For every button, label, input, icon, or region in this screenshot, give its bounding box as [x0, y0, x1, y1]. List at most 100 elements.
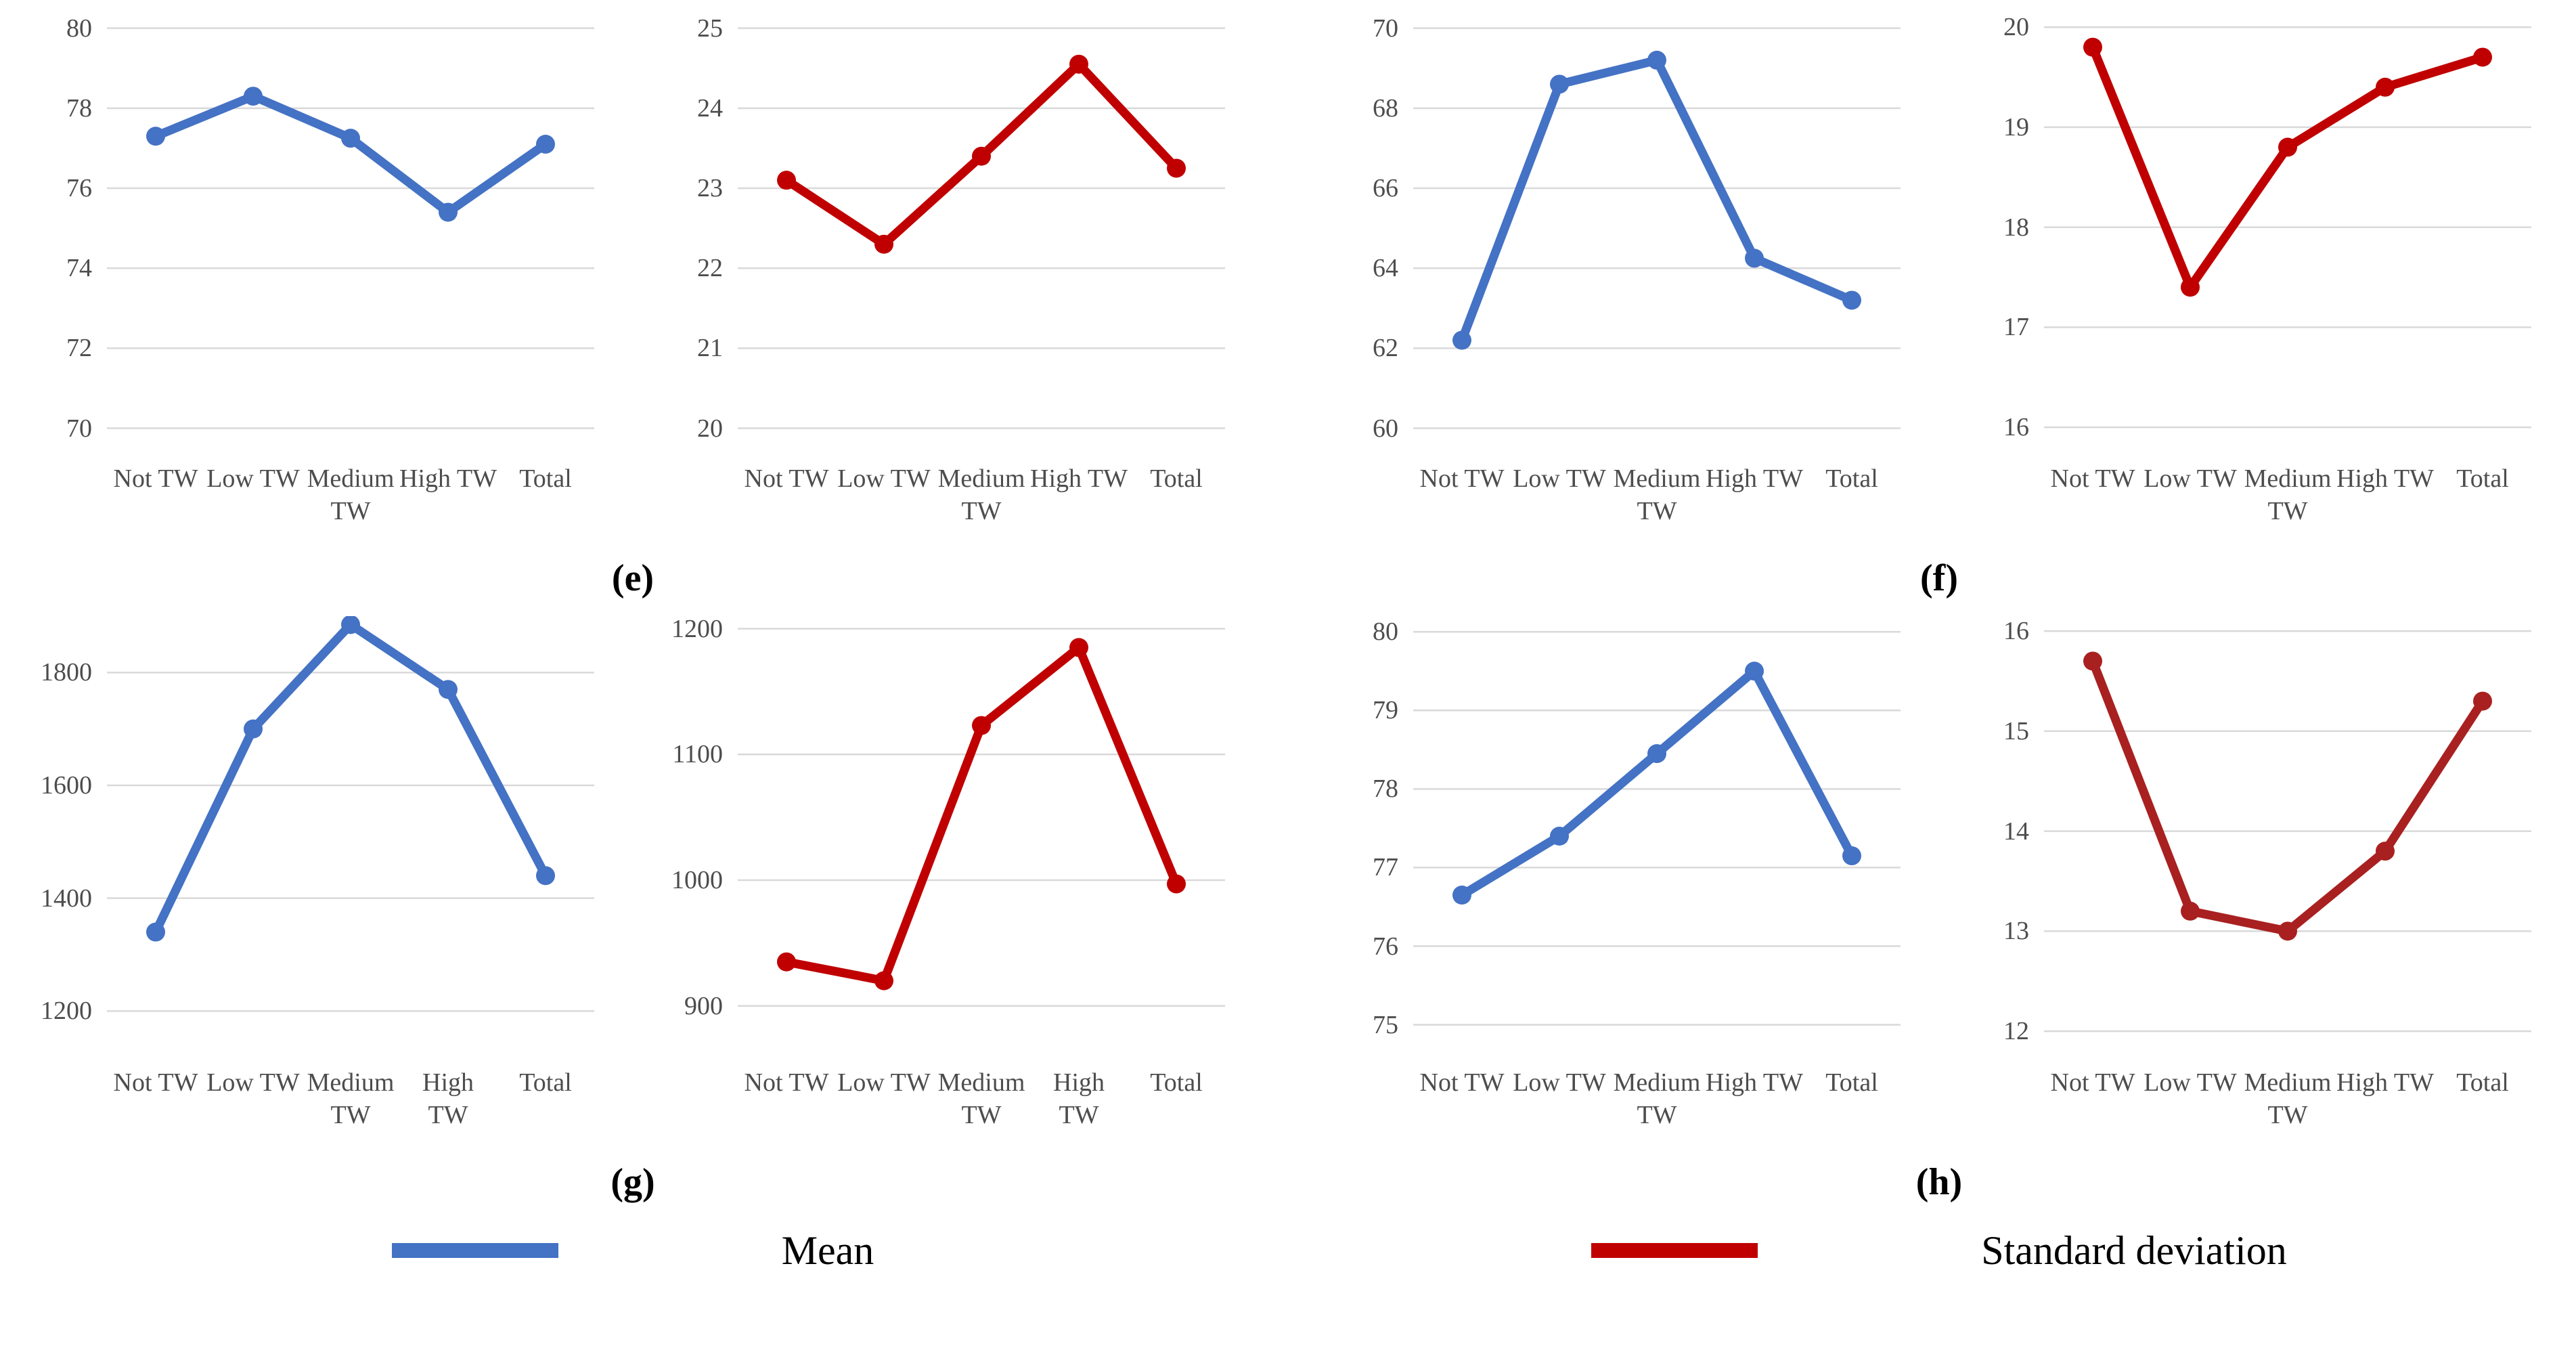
x-category-label: Low TW: [206, 464, 300, 493]
x-category-label: Total: [1150, 1068, 1203, 1097]
y-tick-label: 74: [66, 254, 92, 283]
y-tick-label: 80: [66, 14, 92, 43]
x-category-label: Total: [519, 1068, 572, 1097]
chart-row-e: 70 72 74 76 78 80 Not TW Low TW Medium TW High TW…: [0, 12, 1266, 547]
chart-f-mean: 60 62 64 66 68 70 Not TW Low TW Medium TW High TW…: [1312, 12, 1926, 547]
line-plot: [2044, 26, 2531, 429]
chart-e-sd: 20 21 22 23 24 25 Not TW Low TW Medium TW High TW…: [636, 12, 1251, 547]
data-point-marker: [874, 234, 893, 254]
panel-column-right: 60 62 64 66 68 70 Not TW Low TW Medium TW High TW…: [1306, 5, 2572, 1288]
data-point-marker: [439, 680, 458, 699]
data-point-marker: [2181, 278, 2200, 297]
y-axis: 75 76 77 78 79 80: [1312, 616, 1413, 1056]
x-category-label: Total: [2456, 464, 2509, 493]
y-tick-label: 16: [2003, 413, 2029, 442]
data-point-marker: [2278, 921, 2297, 941]
y-tick-label: 13: [2003, 917, 2029, 946]
x-category-label: Not TW: [1419, 1068, 1505, 1097]
data-line-f-sd: [2088, 43, 2487, 292]
line-plot: [738, 27, 1225, 429]
y-tick-label: 68: [1373, 93, 1398, 123]
y-axis: 70 72 74 76 78 80: [5, 12, 107, 452]
y-tick-label: 25: [697, 14, 723, 43]
y-tick-label: 78: [66, 93, 92, 123]
x-category-label: Medium TW: [937, 1068, 1025, 1129]
x-category-label: High TW: [2336, 464, 2434, 493]
caption-f: (f): [1920, 557, 1958, 599]
chart-h-mean: 75 76 77 78 79 80 Not TW Low TW Medium TW High TW…: [1312, 616, 1926, 1151]
y-tick-label: 23: [697, 174, 723, 202]
x-category-label: High TW: [1030, 464, 1128, 493]
chart-row-g: 1200 1400 1600 1800 Not TW Low TW Medium TW Hig…: [0, 615, 1266, 1151]
data-point-marker: [1842, 846, 1861, 866]
y-tick-label: 76: [66, 174, 92, 202]
caption-h: (h): [1915, 1161, 1963, 1203]
x-category-label: Not TW: [744, 1068, 829, 1097]
x-category-label: Low TW: [2144, 464, 2237, 493]
x-category-label: Low TW: [837, 1068, 931, 1097]
data-point-marker: [972, 716, 991, 735]
y-tick-label: 76: [1373, 932, 1398, 961]
y-tick-label: 17: [2003, 313, 2029, 342]
x-category-label: Total: [2456, 1068, 2509, 1097]
chart-e-mean: 70 72 74 76 78 80 Not TW Low TW Medium TW High TW…: [5, 12, 620, 547]
data-point-marker: [1647, 50, 1666, 70]
chart-h-sd: 12 13 14 15 16 Not TW Low TW Medium TW High TW To…: [1942, 616, 2557, 1151]
data-line-g-mean: [151, 620, 550, 937]
y-tick-label: 70: [1373, 14, 1398, 43]
data-point-marker: [1842, 290, 1861, 310]
x-axis-labels: Not TW Low TW Medium TW High TW Total: [2044, 1067, 2531, 1131]
x-category-label: Not TW: [744, 464, 829, 493]
x-category-label: Not TW: [113, 1068, 198, 1097]
data-point-marker: [1452, 330, 1471, 350]
data-point-marker: [2473, 691, 2492, 711]
data-line-h-mean: [1457, 666, 1857, 900]
y-tick-label: 22: [697, 254, 723, 283]
plot-area: Not TW Low TW Medium TW High TW Total: [2044, 616, 2531, 1151]
data-line-h-sd: [2088, 656, 2487, 936]
y-tick-label: 62: [1373, 334, 1398, 363]
line-plot: [107, 27, 594, 429]
y-tick-label: 80: [1373, 617, 1398, 647]
x-category-label: Medium TW: [307, 464, 395, 525]
y-tick-label: 12: [2003, 1017, 2029, 1046]
data-point-marker: [1550, 74, 1569, 94]
caption-e: (e): [611, 557, 654, 599]
plot-area: Not TW Low TW Medium TW High TW Total: [738, 616, 1225, 1151]
data-point-marker: [874, 971, 893, 991]
line-plot: [738, 628, 1225, 1007]
x-category-label: Not TW: [2050, 1068, 2135, 1097]
data-point-marker: [2278, 137, 2297, 157]
data-point-marker: [1167, 158, 1186, 178]
chart-g-sd: 900 1000 1100 1200 Not TW Low TW Medium TW High…: [636, 615, 1251, 1151]
data-point-marker: [1745, 661, 1764, 681]
plot-area: Not TW Low TW Medium TW High TW Total: [738, 12, 1225, 547]
y-tick-label: 66: [1373, 174, 1398, 202]
x-category-label: Medium TW: [2244, 1068, 2332, 1129]
y-tick-label: 79: [1373, 696, 1398, 725]
data-line-e-mean: [151, 91, 550, 217]
x-category-label: High TW: [2336, 1068, 2434, 1097]
x-axis-labels: Not TW Low TW Medium TW High TW Total: [107, 463, 594, 527]
y-tick-label: 75: [1373, 1010, 1398, 1039]
std-line-swatch: [1591, 1243, 1758, 1258]
y-tick-label: 24: [697, 93, 723, 123]
y-tick-label: 14: [2003, 817, 2029, 846]
y-tick-label: 18: [2003, 213, 2029, 242]
x-category-label: High TW: [399, 464, 497, 493]
y-tick-label: 19: [2003, 112, 2029, 142]
data-point-marker: [777, 952, 796, 972]
plot-area: Not TW Low TW Medium TW High TW Total: [107, 616, 594, 1151]
x-category-label: High TW: [422, 1068, 474, 1129]
line-plot: [1413, 630, 1901, 1026]
y-tick-label: 20: [697, 414, 723, 443]
y-tick-label: 1600: [41, 771, 92, 800]
chart-g-mean: 1200 1400 1600 1800 Not TW Low TW Medium TW Hig…: [5, 616, 620, 1151]
x-category-label: High TW: [1706, 1068, 1803, 1097]
y-tick-label: 1000: [671, 866, 723, 894]
data-point-marker: [2473, 47, 2492, 67]
data-point-marker: [1647, 744, 1666, 764]
caption-g: (g): [610, 1161, 655, 1203]
data-point-marker: [146, 127, 165, 146]
data-point-marker: [1069, 54, 1088, 74]
